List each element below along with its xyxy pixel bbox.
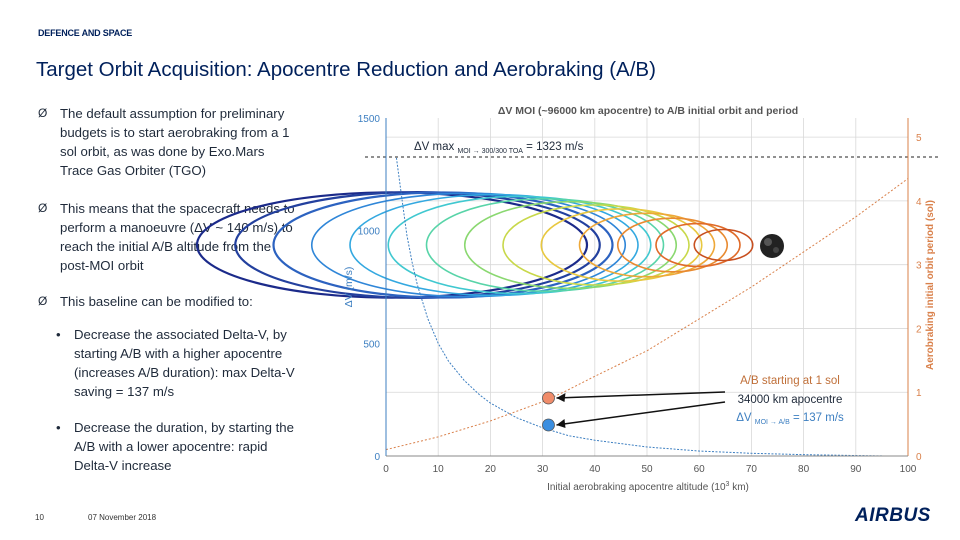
y-left-tick-label: 1000: [358, 227, 381, 238]
x-tick-label: 20: [485, 464, 497, 475]
chart-points: [542, 391, 726, 432]
bullet-arrow-icon: Ø: [38, 106, 48, 120]
x-tick-label: 10: [433, 464, 445, 475]
orbit-ellipse: [463, 200, 678, 290]
bullet-line: reach the initial A/B altitude from the: [60, 239, 272, 254]
x-tick-label: 70: [746, 464, 758, 475]
orbit-ellipse: [425, 197, 665, 293]
annotation-ab: A/B starting at 1 sol 34000 km apocentre…: [736, 375, 844, 426]
mars-planet-icon: [760, 234, 784, 258]
y-axis-right-label: Aerobraking initial orbit period (sol): [925, 200, 936, 370]
x-tick-label: 60: [694, 464, 706, 475]
x-axis-label: Initial aerobraking apocentre altitude (…: [547, 481, 749, 493]
mars-texture: [773, 247, 779, 253]
orbit-ellipse: [502, 204, 690, 286]
sub-bullet-line: saving = 137 m/s: [74, 384, 175, 399]
bullet-line: budgets is to start aerobraking from a 1: [60, 125, 290, 140]
annotation-ab-line1: A/B starting at 1 sol: [740, 375, 840, 387]
x-tick-label: 100: [900, 464, 917, 475]
page-number: 10: [35, 513, 44, 522]
arrow-head: [556, 393, 566, 402]
orbit-ellipse: [693, 228, 754, 262]
x-tick-label: 30: [537, 464, 549, 475]
bullet-line: The default assumption for preliminary: [60, 106, 285, 121]
y-right-tick-label: 2: [916, 324, 922, 335]
sub-bullet-line: A/B with a lower apocentre: rapid: [74, 439, 268, 454]
bullet-arrow-icon: Ø: [38, 294, 48, 308]
header-tag: DEFENCE AND SPACE: [38, 28, 133, 38]
period-series-line: [385, 178, 909, 451]
orbit-ellipse: [195, 191, 589, 299]
annotation-ab-line3: ΔV MOI → A/B = 137 m/s: [736, 412, 844, 426]
annotation-ab-line2: 34000 km apocentre: [738, 394, 843, 406]
y-right-tick-label: 5: [916, 133, 922, 144]
orbit-ellipse: [578, 212, 716, 278]
page-title: Target Orbit Acquisition: Apocentre Redu…: [36, 58, 656, 81]
orbit-ellipse: [310, 192, 627, 298]
airbus-logo: AIRBUS: [855, 505, 931, 526]
orbit-ellipse: [387, 195, 652, 295]
sub-bullet-line: Decrease the associated Delta-V, by: [74, 327, 287, 342]
bullet-arrow-icon: Ø: [38, 201, 48, 215]
orbit-ellipse: [234, 191, 601, 299]
x-tick-label: 90: [850, 464, 862, 475]
delta-v-series-line: [395, 157, 888, 457]
y-left-tick-label: 1500: [358, 114, 381, 125]
y-right-tick-label: 3: [916, 261, 922, 272]
mars-texture: [764, 238, 772, 246]
footer-date: 07 November 2018: [88, 513, 157, 522]
y-left-tick-label: 0: [374, 452, 380, 463]
chart-series: [385, 157, 909, 457]
y-axis-left-label: ΔV (m/s): [343, 267, 355, 308]
annotation-arrow: [556, 401, 726, 426]
x-tick-label: 0: [383, 464, 389, 475]
bullet-line: This baseline can be modified to:: [60, 294, 253, 309]
bullet-line: This means that the spacecraft needs to: [60, 201, 295, 216]
period-start-point: [542, 391, 555, 405]
sub-bullet-line: Delta-V increase: [74, 458, 172, 473]
chart-grid: [386, 118, 908, 456]
bullet-line: perform a manoeuvre (ΔV ~ 140 m/s) to: [60, 220, 293, 235]
orbit-ellipse: [655, 222, 741, 268]
sub-bullet-line: Decrease the duration, by starting the: [74, 420, 294, 435]
bullet-line: post-MOI orbit: [60, 258, 144, 273]
annotation-max: ΔV max MOI → 300/300 TOA = 1323 m/s: [414, 141, 584, 155]
bullet-item: Ø The default assumption for preliminary…: [38, 104, 338, 180]
annotation-arrow: [556, 391, 726, 399]
x-tick-label: 40: [589, 464, 601, 475]
orbit-ellipse: [540, 208, 703, 282]
bullet-line: sol orbit, as was done by Exo.Mars: [60, 144, 265, 159]
bullet-item: Ø This baseline can be modified to:: [38, 292, 338, 311]
arrow-head: [556, 419, 566, 428]
bullet-line: Trace Gas Orbiter (TGO): [60, 163, 207, 178]
sub-bullet-item: • Decrease the associated Delta-V, by st…: [56, 325, 336, 401]
sub-bullet-item: • Decrease the duration, by starting the…: [56, 418, 336, 475]
y-right-tick-label: 0: [916, 452, 922, 463]
x-tick-label: 80: [798, 464, 810, 475]
sub-bullet-dot-icon: •: [56, 327, 61, 342]
sub-bullet-dot-icon: •: [56, 420, 61, 435]
sub-bullet-line: (increases A/B duration): max Delta-V: [74, 365, 295, 380]
orbit-ellipse: [349, 193, 639, 297]
orbit-ellipse: [616, 217, 729, 273]
orbit-ellipses: [195, 191, 754, 299]
y-right-tick-label: 4: [916, 197, 922, 208]
orbit-ellipse: [272, 191, 614, 299]
sub-bullet-line: starting A/B with a higher apocentre: [74, 346, 283, 361]
delta-v-start-point: [542, 418, 555, 432]
bullet-item: Ø This means that the spacecraft needs t…: [38, 199, 338, 275]
x-tick-label: 50: [641, 464, 653, 475]
chart-title: ΔV MOI (~96000 km apocentre) to A/B init…: [498, 105, 798, 117]
mars-disc: [760, 234, 784, 258]
y-left-tick-label: 500: [363, 339, 380, 350]
y-right-tick-label: 1: [916, 388, 922, 399]
